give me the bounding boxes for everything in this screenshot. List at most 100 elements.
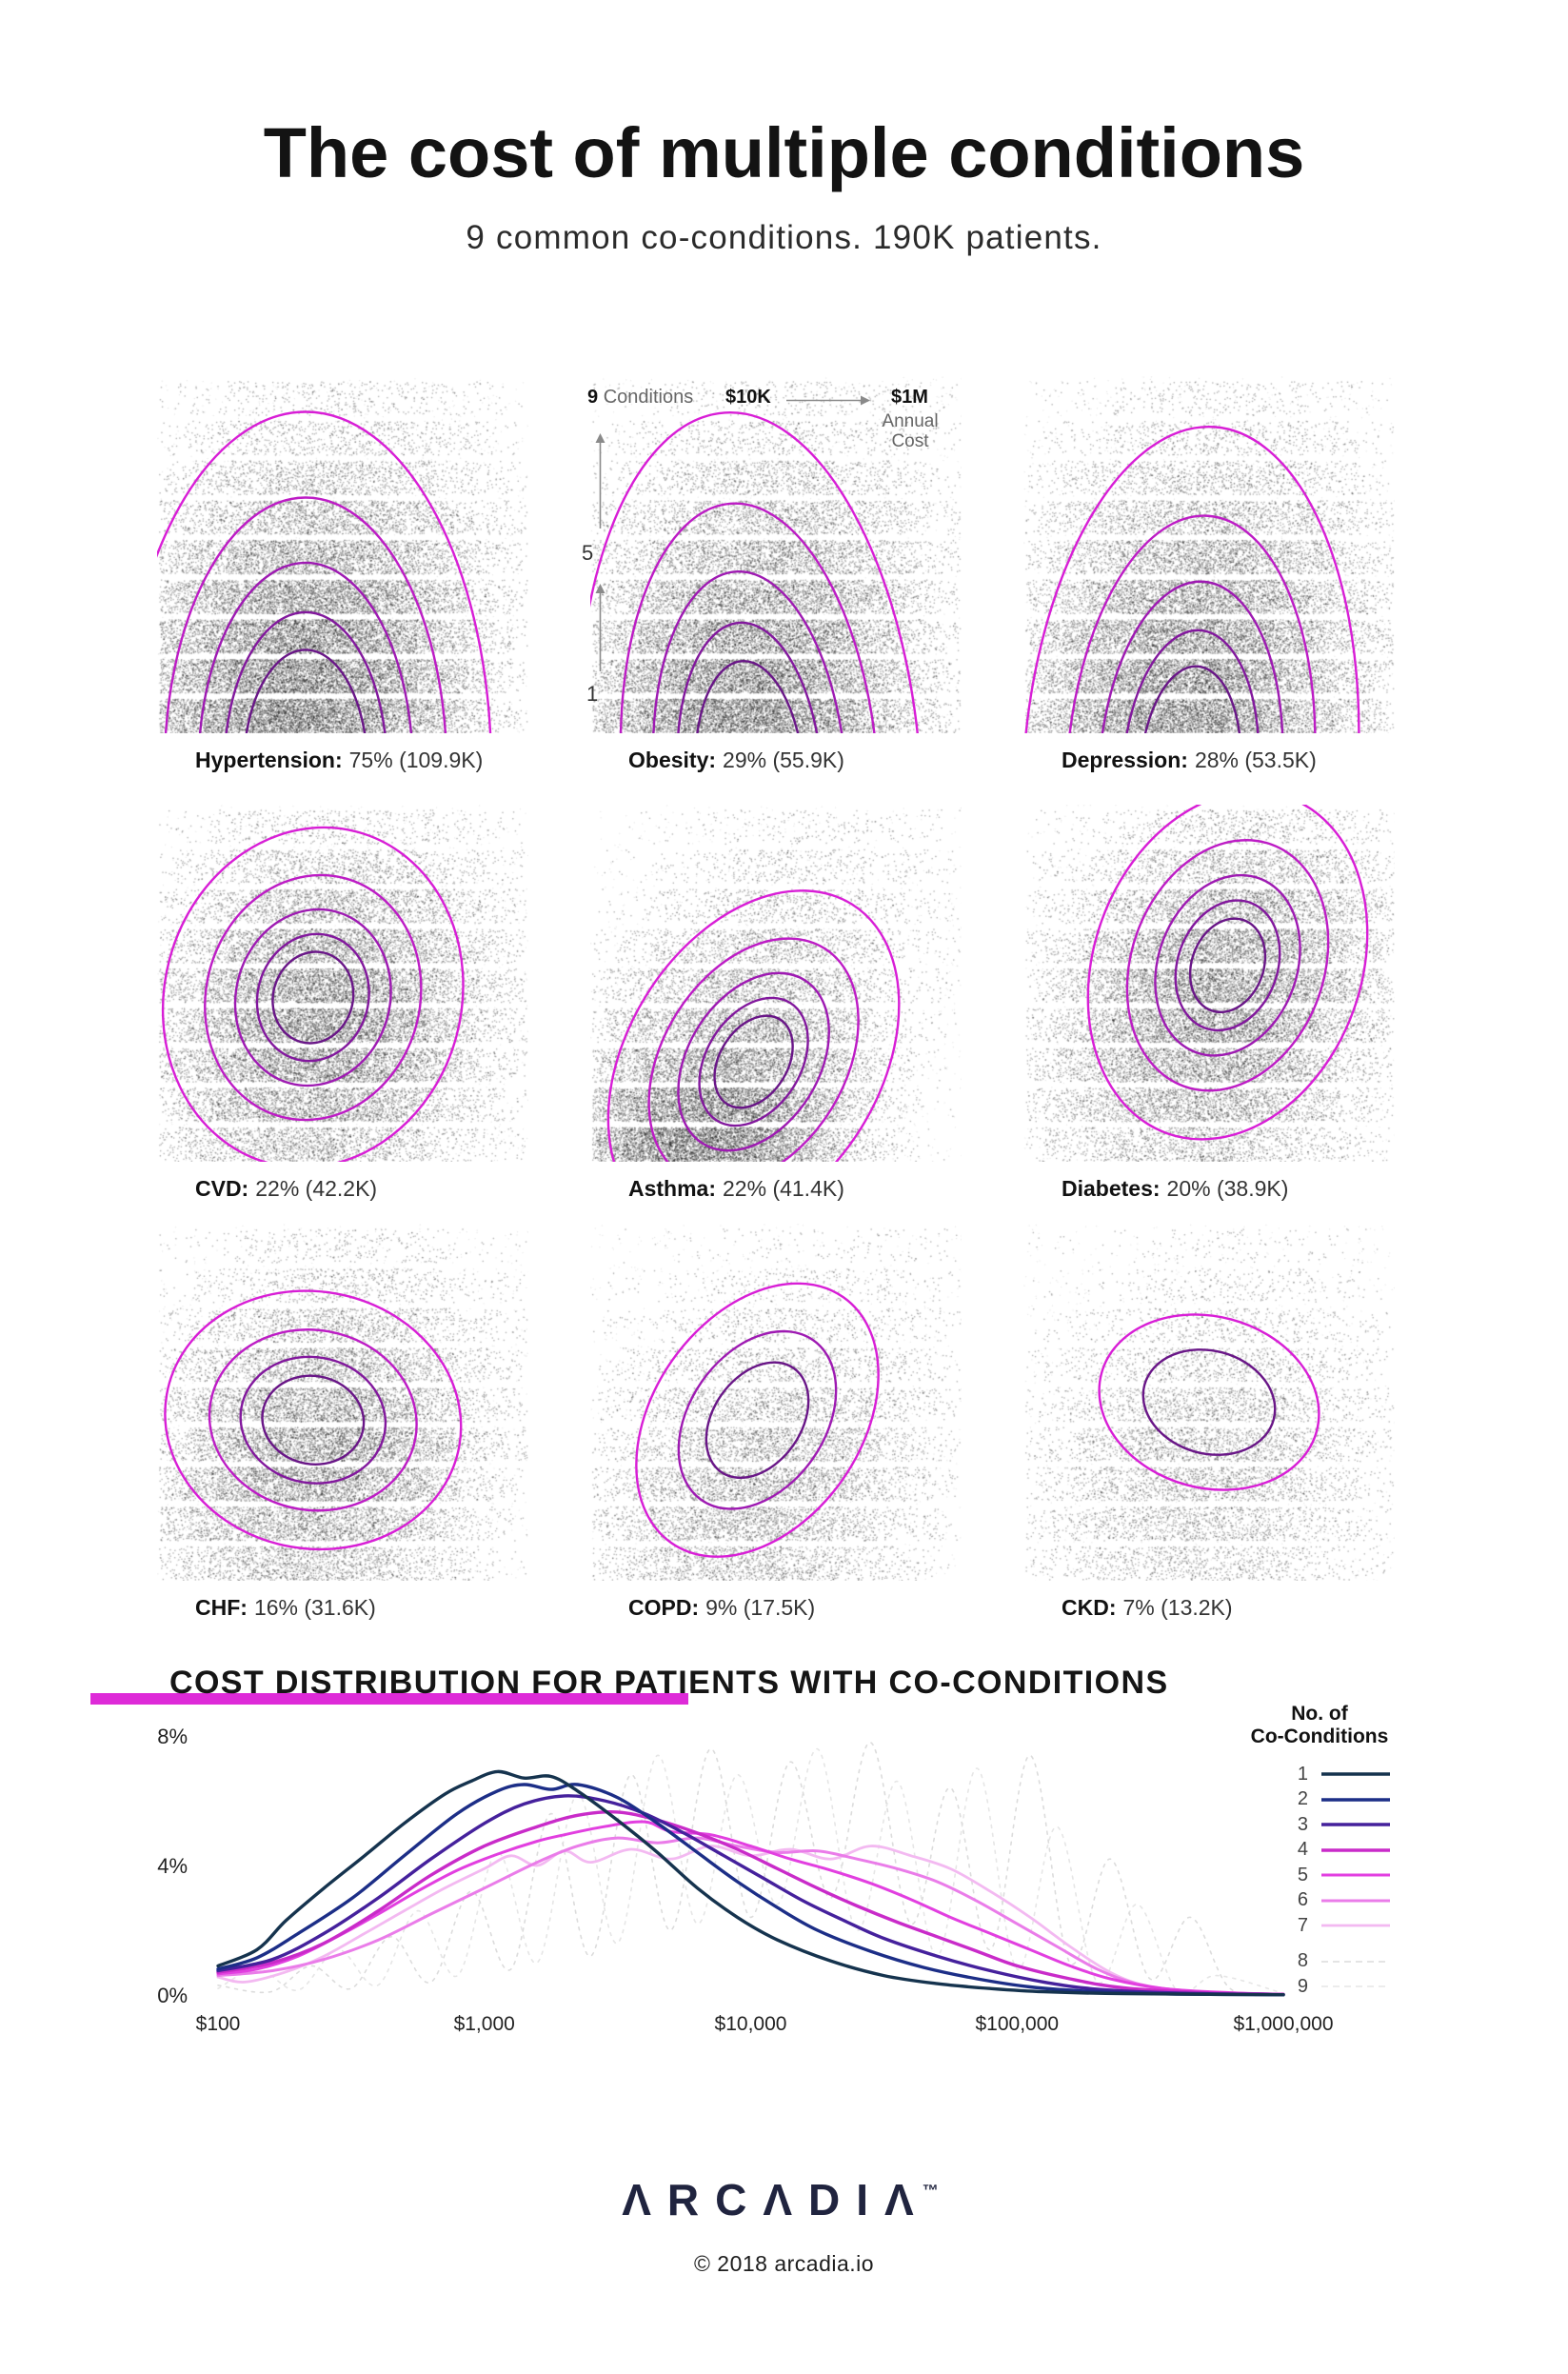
contour-overlay (1098, 1313, 1320, 1491)
legend-item-label: 6 (1297, 1889, 1308, 1911)
condition-stats: 29% (55.9K) (723, 748, 844, 772)
density-panel-asthma: Asthma: 22% (41.4K) (590, 805, 962, 1201)
section-heading: COST DISTRIBUTION FOR PATIENTS WITH CO-C… (169, 1665, 1169, 1701)
panel-caption: CHF: 16% (31.6K) (195, 1595, 376, 1621)
contour-overlay (590, 411, 923, 733)
legend-item-4: 4 (1247, 1838, 1392, 1864)
panel-caption: Hypertension: 75% (109.9K) (195, 748, 483, 773)
density-panel-obesity: Obesity: 29% (55.9K) (590, 376, 962, 772)
condition-stats: 9% (17.5K) (705, 1595, 816, 1620)
contour-overlay (1086, 805, 1369, 1141)
panel-caption: Diabetes: 20% (38.9K) (1062, 1176, 1288, 1202)
conditions-axis-word: Conditions (603, 387, 694, 408)
condition-stats: 22% (42.2K) (255, 1176, 378, 1201)
page-subtitle: 9 common co-conditions. 190K patients. (466, 219, 1102, 256)
svg-text:8%: 8% (157, 1725, 188, 1748)
contour-overlay (635, 1282, 880, 1558)
legend-item-1: 1 (1247, 1762, 1392, 1787)
legend-item-2: 2 (1247, 1787, 1392, 1813)
density-panel-chf: CHF: 16% (31.6K) (157, 1224, 528, 1620)
condition-name: Diabetes: (1062, 1176, 1161, 1201)
condition-stats: 75% (109.9K) (348, 748, 484, 772)
legend-line-swatch (1321, 1823, 1390, 1826)
legend-item-label: 9 (1297, 1975, 1308, 1997)
heading-underline (90, 1693, 688, 1705)
conditions-axis-mid: 5 (582, 541, 594, 565)
density-panel-depression: Depression: 28% (53.5K) (1023, 376, 1395, 772)
legend-line-swatch (1321, 1960, 1390, 1963)
legend-item-9: 9 (1247, 1974, 1392, 2000)
point-cloud-canvas (157, 805, 528, 1162)
legend-line-swatch (1321, 1873, 1390, 1877)
condition-name: Depression: (1062, 748, 1188, 772)
svg-text:$10,000: $10,000 (715, 2013, 787, 2035)
svg-text:0%: 0% (157, 1984, 188, 2007)
legend-line-swatch (1321, 1848, 1390, 1852)
contour-overlay (161, 826, 465, 1162)
point-cloud-canvas (1023, 1224, 1395, 1581)
legend-item-label: 8 (1297, 1950, 1308, 1972)
condition-name: CKD: (1062, 1595, 1117, 1620)
right-arrow-icon (786, 395, 870, 406)
conditions-axis-min: 1 (586, 682, 599, 706)
panel-caption: Depression: 28% (53.5K) (1062, 748, 1317, 773)
condition-name: Hypertension: (195, 748, 343, 772)
legend-line-swatch (1321, 1798, 1390, 1802)
trademark-symbol: ™ (922, 2182, 939, 2200)
panel-caption: Asthma: 22% (41.4K) (628, 1176, 844, 1202)
arcadia-logo: ΛRCΛDIΛ™ (622, 2175, 939, 2224)
density-panel-ckd: CKD: 7% (13.2K) (1023, 1224, 1395, 1620)
up-arrow-icon (595, 584, 605, 671)
condition-stats: 22% (41.4K) (723, 1176, 844, 1201)
legend-line-swatch (1321, 1899, 1390, 1903)
cost-axis-unit-label: Annual Cost (882, 411, 939, 451)
legend-item-label: 7 (1297, 1914, 1308, 1936)
density-panel-cvd: CVD: 22% (42.2K) (157, 805, 528, 1201)
legend-item-label: 2 (1297, 1788, 1308, 1810)
svg-text:$1,000: $1,000 (454, 2013, 515, 2035)
contour-overlay (1023, 425, 1360, 733)
legend-item-label: 5 (1297, 1864, 1308, 1885)
svg-text:$100: $100 (196, 2013, 241, 2035)
condition-stats: 16% (31.6K) (253, 1595, 376, 1620)
cost-distribution-chart: 8% 4% 0% $100 $1,000 $10,000 $100,000 $1,000,00… (157, 1725, 1333, 2035)
condition-stats: 28% (53.5K) (1194, 748, 1317, 772)
condition-name: COPD: (628, 1595, 700, 1620)
contour-overlay (164, 1289, 463, 1551)
svg-text:$1,000,000: $1,000,000 (1233, 2013, 1333, 2035)
legend-item-label: 4 (1297, 1839, 1308, 1861)
density-panel-copd: COPD: 9% (17.5K) (590, 1224, 962, 1620)
condition-name: CVD: (195, 1176, 249, 1201)
contour-overlay (606, 889, 901, 1162)
cost-axis-from-label: $10K (725, 387, 771, 408)
svg-text:$100,000: $100,000 (976, 2013, 1060, 2035)
point-cloud-canvas (157, 1224, 528, 1581)
panel-caption: Obesity: 29% (55.9K) (628, 748, 844, 773)
condition-name: Obesity: (628, 748, 717, 772)
density-panel-hypertension: Hypertension: 75% (109.9K) (157, 376, 528, 772)
legend-title: No. of Co-Conditions (1250, 1703, 1389, 1747)
copyright-text: © 2018 arcadia.io (693, 2251, 875, 2276)
contour-overlay (157, 410, 492, 733)
panel-caption: CKD: 7% (13.2K) (1062, 1595, 1233, 1621)
legend-line-swatch (1321, 1772, 1390, 1776)
conditions-axis-max: 9 (587, 387, 599, 408)
panel-caption: COPD: 9% (17.5K) (628, 1595, 815, 1621)
legend-item-7: 7 (1247, 1913, 1392, 1939)
panel-caption: CVD: 22% (42.2K) (195, 1176, 377, 1202)
point-cloud-canvas (590, 805, 962, 1162)
page-title: The cost of multiple conditions (263, 112, 1305, 192)
legend-items: 1 2 3 4 5 6 7 8 9 (1247, 1762, 1392, 2000)
svg-text:4%: 4% (157, 1854, 188, 1878)
up-arrow-icon (595, 433, 605, 529)
legend-item-3: 3 (1247, 1812, 1392, 1838)
cost-axis-to-label: $1M (891, 387, 928, 408)
condition-stats: 7% (13.2K) (1122, 1595, 1233, 1620)
legend-item-8: 8 (1247, 1949, 1392, 1975)
legend-item-5: 5 (1247, 1863, 1392, 1888)
point-cloud-canvas (1023, 805, 1395, 1162)
legend-item-label: 3 (1297, 1813, 1308, 1835)
legend-item-6: 6 (1247, 1888, 1392, 1914)
legend-item-label: 1 (1297, 1763, 1308, 1785)
